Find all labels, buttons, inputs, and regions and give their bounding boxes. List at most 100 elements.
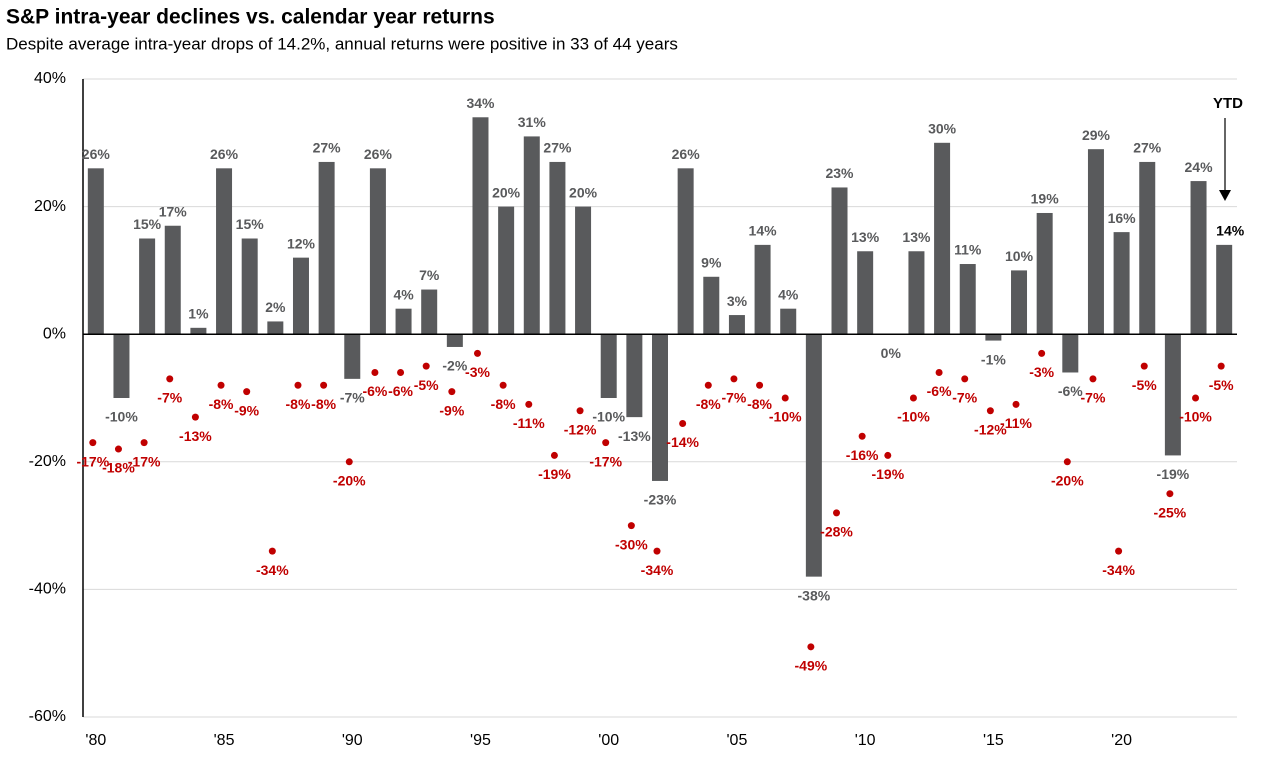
decline-value-label: -8% (209, 396, 234, 412)
decline-value-label: -14% (666, 434, 699, 450)
decline-value-label: -16% (846, 447, 879, 463)
decline-dot (1012, 400, 1020, 408)
decline-value-label: -18% (102, 460, 135, 476)
decline-value-label: -8% (747, 396, 772, 412)
bar (1036, 212, 1053, 335)
decline-dot (833, 509, 841, 517)
x-tick-label: '00 (598, 732, 619, 749)
x-tick-label: '90 (342, 732, 363, 749)
bar-value-label: -6% (1058, 383, 1083, 399)
bar (139, 238, 156, 335)
bar-value-label: 7% (419, 267, 440, 283)
decline-value-label: -34% (641, 562, 674, 578)
bar (805, 334, 822, 577)
y-tick-label: 0% (43, 325, 66, 342)
x-tick-label: '05 (727, 732, 748, 749)
decline-dot (473, 349, 481, 357)
decline-dot (730, 375, 738, 383)
bar-value-label: 27% (1133, 140, 1162, 156)
bar (498, 206, 515, 335)
bar-value-label: 14% (749, 223, 778, 239)
bar (575, 206, 592, 335)
bar-value-label: 4% (393, 286, 414, 302)
bar-value-label: 34% (466, 95, 495, 111)
bar-value-label: 26% (672, 146, 701, 162)
decline-value-label: -10% (897, 409, 930, 425)
bar-value-label: 20% (569, 184, 598, 200)
decline-value-label: -11% (1000, 415, 1032, 431)
bar (472, 117, 489, 335)
decline-value-label: -11% (513, 415, 545, 431)
bar-value-label: 19% (1031, 191, 1060, 207)
bar (959, 264, 976, 335)
decline-dot (448, 388, 456, 396)
bar (549, 161, 566, 335)
bar-value-label: 3% (727, 293, 748, 309)
bar-value-label: 26% (82, 146, 111, 162)
decline-dot (499, 381, 507, 389)
bar-value-label: 15% (133, 216, 162, 232)
decline-value-label: -12% (564, 421, 597, 437)
decline-value-label: -8% (696, 396, 721, 412)
bar (318, 161, 335, 335)
decline-value-label: -8% (286, 396, 311, 412)
bar (831, 187, 848, 335)
bar-value-label: -1% (981, 351, 1006, 367)
decline-value-label: -13% (179, 428, 212, 444)
decline-dot (961, 375, 969, 383)
bar (677, 168, 694, 335)
decline-dot (679, 420, 687, 428)
decline-value-label: -7% (1081, 390, 1106, 406)
decline-dot (1166, 490, 1174, 498)
x-tick-label: '15 (983, 732, 1004, 749)
decline-dot (1140, 362, 1148, 370)
decline-value-label: -5% (414, 377, 439, 393)
decline-value-label: -19% (538, 466, 571, 482)
x-tick-label: '10 (855, 732, 876, 749)
decline-dot (217, 381, 225, 389)
decline-dot (576, 407, 584, 415)
decline-dot (140, 439, 148, 447)
bar (1113, 232, 1130, 335)
decline-value-label: -30% (615, 536, 648, 552)
bar (703, 276, 720, 335)
decline-dot (1192, 394, 1200, 402)
decline-dot (781, 394, 789, 402)
decline-value-label: -6% (362, 383, 387, 399)
decline-value-label: -9% (234, 402, 259, 418)
decline-value-label: -5% (1209, 377, 1234, 393)
bar-value-label: 20% (492, 184, 521, 200)
bar (626, 334, 643, 418)
bar-value-label: 26% (364, 146, 393, 162)
decline-value-label: -3% (1029, 364, 1054, 380)
bar-value-label: 23% (825, 165, 854, 181)
decline-dot (397, 368, 405, 376)
bar-value-label: 9% (701, 254, 722, 270)
bar (1216, 244, 1233, 335)
y-tick-label: 40% (34, 70, 66, 87)
bar-value-label: 31% (518, 114, 547, 130)
decline-value-label: -8% (311, 396, 336, 412)
bar (754, 244, 771, 335)
bar-value-label: 13% (851, 229, 880, 245)
bar (164, 225, 181, 335)
decline-dot (550, 451, 558, 459)
decline-dot (114, 445, 122, 453)
decline-dot (602, 439, 610, 447)
bar (780, 308, 797, 335)
decline-value-label: -12% (974, 421, 1007, 437)
decline-value-label: -6% (388, 383, 413, 399)
x-tick-label: '20 (1111, 732, 1132, 749)
y-tick-label: -40% (29, 581, 66, 598)
bar-value-label: 26% (210, 146, 239, 162)
y-tick-label: -60% (29, 708, 66, 725)
bar (267, 321, 284, 335)
decline-value-label: -6% (927, 383, 952, 399)
bar-value-label: 10% (1005, 248, 1034, 264)
decline-value-label: -8% (491, 396, 516, 412)
decline-dot (422, 362, 430, 370)
bar (344, 334, 361, 379)
decline-value-label: -20% (333, 473, 366, 489)
decline-value-label: -17% (589, 453, 622, 469)
annotation-arrowhead (1219, 190, 1231, 201)
